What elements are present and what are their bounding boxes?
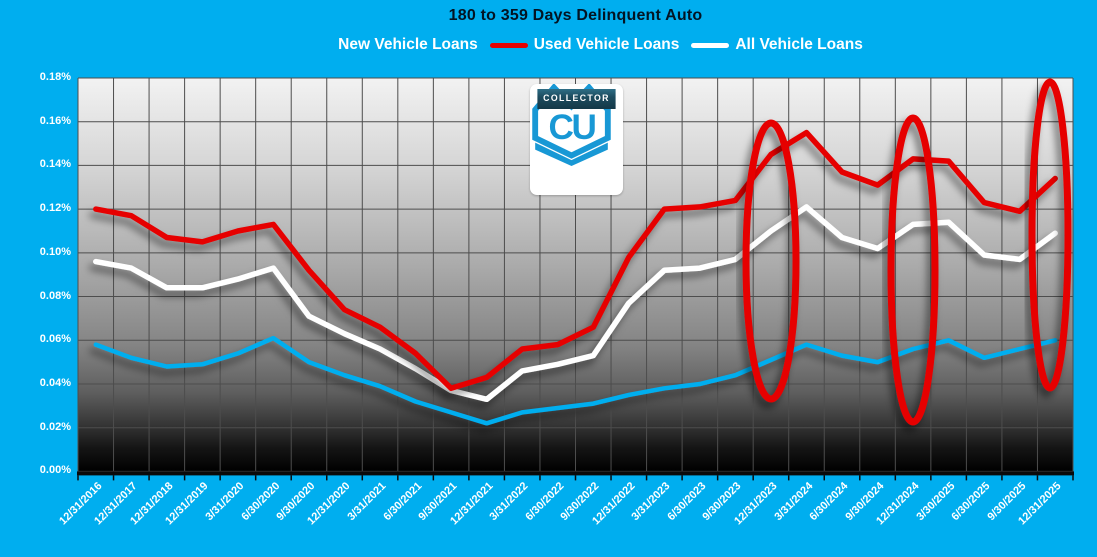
x-axis-ticks	[77, 475, 1074, 481]
y-axis-label: 0.18%	[39, 71, 71, 83]
y-axis-label: 0.08%	[39, 289, 71, 302]
legend-line-new-vehicle-icon	[294, 42, 333, 48]
annotation-circle-12/31/2025	[1028, 78, 1072, 392]
y-axis-label: 0.04%	[39, 376, 71, 389]
legend-item-all-vehicle: All Vehicle Loans	[685, 36, 863, 54]
legend-item-new-vehicle: New Vehicle Loans	[288, 36, 478, 54]
y-axis-label: 0.02%	[39, 420, 71, 433]
legend-label-all-vehicle: All Vehicle Loans	[735, 36, 863, 53]
legend-item-used-vehicle: Used Vehicle Loans	[484, 36, 680, 54]
chart-title: 180 to 359 Days Delinquent Auto	[448, 7, 703, 24]
annotation-circle-12/31/2024	[887, 114, 939, 426]
y-axis-label: 0.14%	[39, 158, 71, 171]
x-axis-line	[77, 471, 1074, 476]
series-line-all-vehicle-loans	[93, 204, 1058, 403]
cu-logo-banner: COLLECTOR	[537, 89, 616, 109]
legend-line-used-vehicle-icon	[489, 42, 528, 48]
chart-legend: New Vehicle Loans Used Vehicle Loans All…	[78, 36, 1073, 54]
legend-line-all-vehicle-icon	[691, 42, 730, 48]
y-axis-label: 0.00%	[39, 464, 71, 477]
legend-label-used-vehicle: Used Vehicle Loans	[533, 36, 680, 53]
y-axis-label: 0.12%	[39, 202, 71, 215]
y-axis-label: 0.06%	[39, 333, 71, 346]
y-axis-label: 0.16%	[39, 114, 71, 127]
cu-collector-logo: CU COLLECTOR	[530, 84, 623, 195]
legend-label-new-vehicle: New Vehicle Loans	[338, 36, 478, 53]
y-axis-label: 0.10%	[39, 245, 71, 258]
annotation-circle-12/31/2023	[742, 119, 800, 403]
svg-text:CU: CU	[548, 108, 595, 147]
